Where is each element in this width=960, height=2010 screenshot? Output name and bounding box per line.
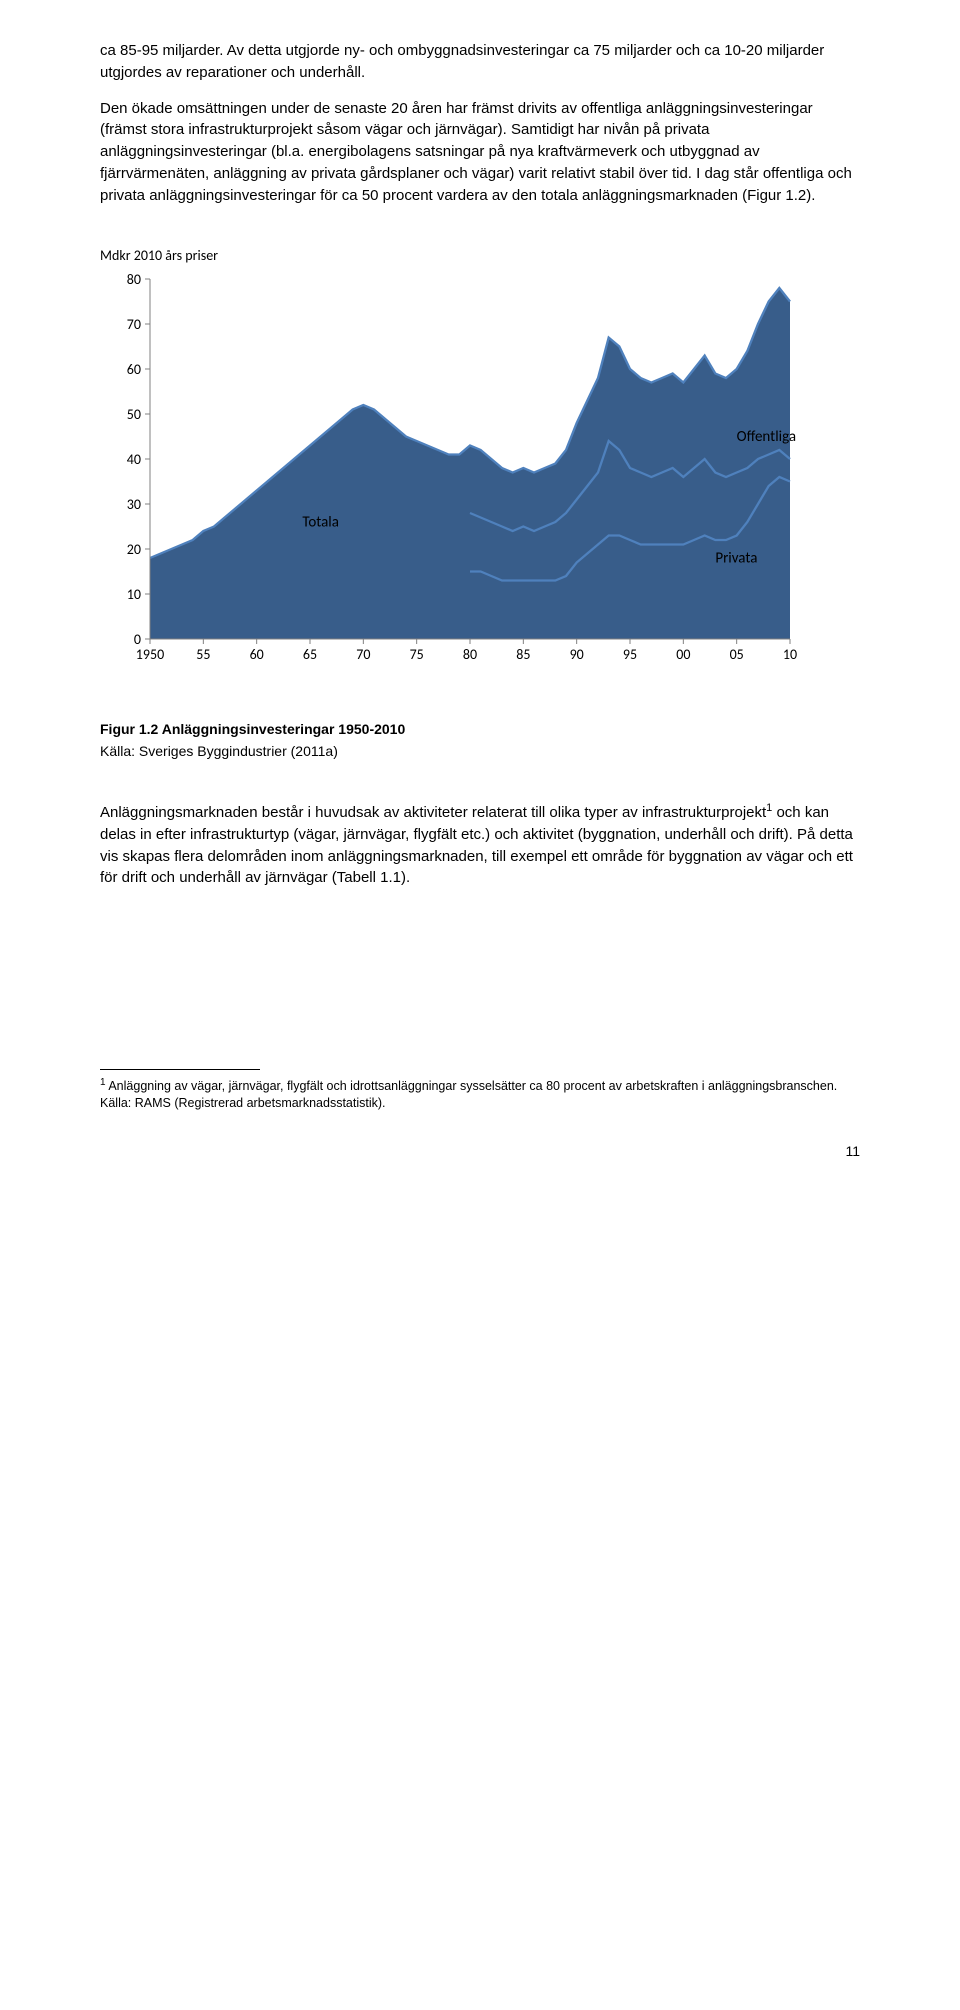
svg-text:05: 05 (730, 646, 744, 663)
svg-text:50: 50 (127, 406, 141, 423)
chart-svg: 0102030405060708019505560657075808590950… (100, 269, 820, 689)
svg-text:80: 80 (463, 646, 477, 663)
svg-text:65: 65 (303, 646, 317, 663)
footnote-1: 1 Anläggning av vägar, järnvägar, flygfä… (100, 1076, 860, 1111)
svg-text:90: 90 (570, 646, 584, 663)
svg-text:70: 70 (356, 646, 370, 663)
figure-source: Källa: Sveriges Byggindustrier (2011a) (100, 741, 860, 761)
svg-text:Privata: Privata (715, 549, 757, 567)
svg-text:10: 10 (127, 586, 141, 603)
paragraph-3: Anläggningsmarknaden består i huvudsak a… (100, 801, 860, 889)
svg-text:60: 60 (127, 361, 141, 378)
svg-text:80: 80 (127, 271, 141, 288)
chart-container: Mdkr 2010 års priser 0102030405060708019… (100, 246, 860, 688)
figure-title: Figur 1.2 Anläggningsinvesteringar 1950-… (100, 719, 860, 739)
svg-text:85: 85 (516, 646, 530, 663)
svg-text:70: 70 (127, 316, 141, 333)
svg-text:10: 10 (783, 646, 797, 663)
svg-text:30: 30 (127, 496, 141, 513)
paragraph-3-part-a: Anläggningsmarknaden består i huvudsak a… (100, 804, 766, 821)
chart-y-axis-label: Mdkr 2010 års priser (100, 246, 860, 266)
paragraph-2: Den ökade omsättningen under de senaste … (100, 98, 860, 207)
svg-text:60: 60 (250, 646, 264, 663)
paragraph-1: ca 85-95 miljarder. Av detta utgjorde ny… (100, 40, 860, 84)
svg-text:1950: 1950 (136, 646, 164, 663)
page-number: 11 (100, 1141, 860, 1161)
svg-text:20: 20 (127, 541, 141, 558)
svg-text:55: 55 (196, 646, 210, 663)
footnote-text: Anläggning av vägar, järnvägar, flygfält… (100, 1079, 837, 1109)
figure-caption: Figur 1.2 Anläggningsinvesteringar 1950-… (100, 719, 860, 762)
svg-text:Totala: Totala (302, 513, 339, 531)
svg-text:75: 75 (410, 646, 424, 663)
svg-text:Offentliga: Offentliga (737, 428, 796, 446)
footnote-separator (100, 1069, 260, 1070)
svg-text:95: 95 (623, 646, 637, 663)
svg-text:40: 40 (127, 451, 141, 468)
svg-text:00: 00 (676, 646, 690, 663)
